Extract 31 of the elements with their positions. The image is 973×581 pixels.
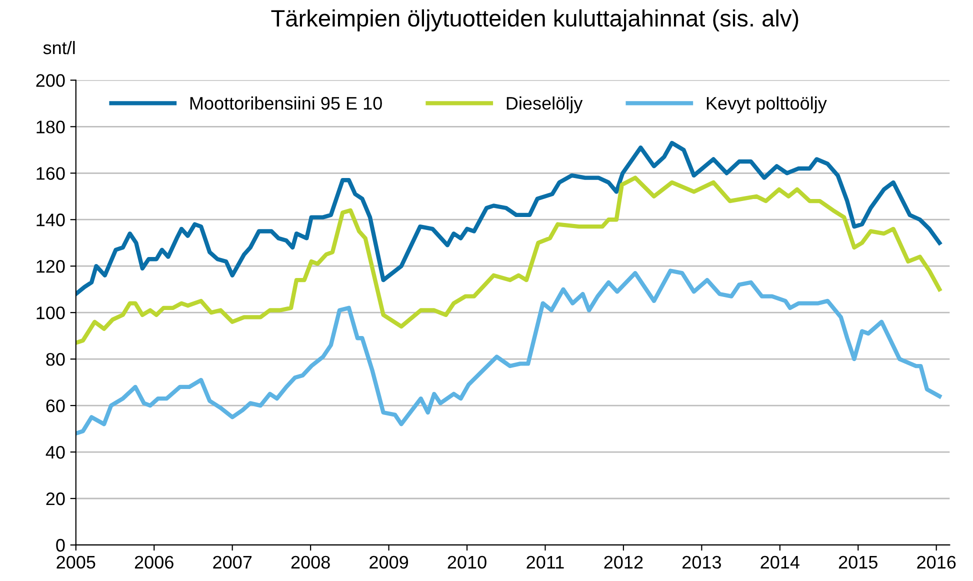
x-tick-label: 2016 <box>917 556 956 569</box>
line-series <box>76 140 942 296</box>
y-axis-title: snt/l <box>43 40 75 54</box>
y-tick-label: 0 <box>56 538 65 552</box>
x-tick-label: 2005 <box>56 556 96 569</box>
y-tick-label: 40 <box>46 446 65 459</box>
y-tick-label: 20 <box>46 492 65 506</box>
x-tick-label: 2015 <box>838 556 878 569</box>
y-tick-label: 180 <box>36 120 65 134</box>
legend-label: Dieselöljy <box>506 96 583 114</box>
line-series <box>76 176 942 345</box>
y-tick-label: 200 <box>36 74 65 87</box>
x-tick-label: 2006 <box>134 556 174 569</box>
y-tick-label: 60 <box>46 399 65 412</box>
x-tick-label: 2009 <box>370 556 408 569</box>
x-tick-label: 2011 <box>526 556 564 569</box>
y-tick-label: 100 <box>36 306 65 320</box>
y-tick-label: 160 <box>36 167 65 180</box>
y-tick-label: 140 <box>36 214 65 226</box>
line-series <box>76 268 942 436</box>
legend-label: Kevyt polttoöljy <box>706 96 827 114</box>
x-tick-label: 2010 <box>448 556 486 569</box>
y-tick-label: 80 <box>46 352 65 366</box>
x-tick-label: 2013 <box>682 556 721 569</box>
x-tick-label: 2007 <box>213 556 252 569</box>
y-tick-label: 120 <box>36 260 65 273</box>
legend-label: Moottoribensiini 95 E 10 <box>190 96 382 110</box>
x-tick-label: 2012 <box>604 556 643 569</box>
chart-title: Tärkeimpien öljytuotteiden kuluttajahinnat (sis. alv) <box>271 9 798 32</box>
x-tick-label: 2008 <box>291 556 330 569</box>
x-tick-label: 2014 <box>760 556 800 569</box>
